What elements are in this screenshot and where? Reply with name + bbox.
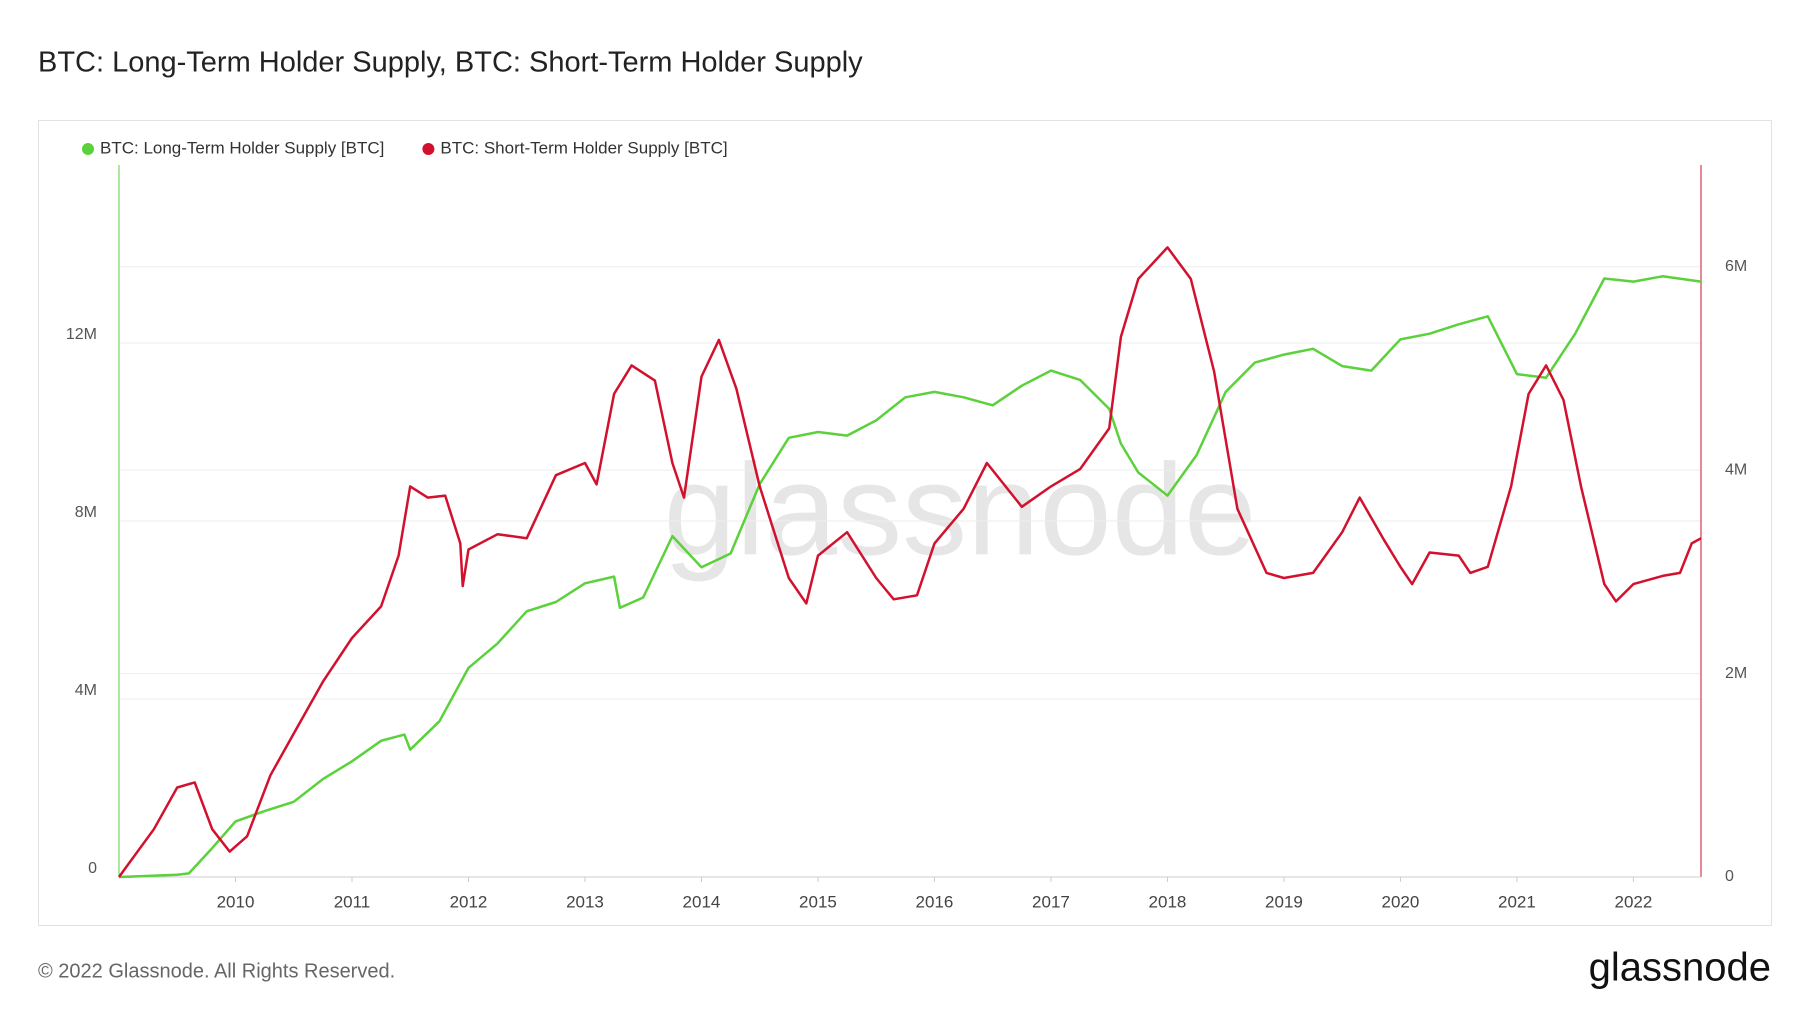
legend-label: BTC: Long-Term Holder Supply [BTC] <box>100 138 384 157</box>
x-tick-label: 2014 <box>683 892 721 911</box>
x-tick-label: 2010 <box>217 892 255 911</box>
y2-tick-label: 2M <box>1725 665 1747 682</box>
x-tick-label: 2012 <box>450 892 488 911</box>
x-tick-label: 2011 <box>334 892 371 911</box>
x-tick-label: 2017 <box>1032 892 1070 911</box>
chart-frame <box>38 120 1772 926</box>
y-tick-label: 4M <box>75 682 97 699</box>
x-tick-label: 2021 <box>1498 892 1536 911</box>
logo: glassnode <box>1589 946 1771 990</box>
copyright: © 2022 Glassnode. All Rights Reserved. <box>38 960 395 982</box>
x-tick-label: 2016 <box>916 892 954 911</box>
page-title: BTC: Long-Term Holder Supply, BTC: Short… <box>38 47 863 79</box>
legend-marker <box>422 143 435 155</box>
series-line <box>117 246 1702 878</box>
plot: 0 4M 8M 12M 0 2M 4M 6M 2010 2011 2012 2013 2014 2015 2… <box>66 138 1747 911</box>
watermark: glassnode <box>664 436 1257 582</box>
y-tick-label: 12M <box>66 326 97 343</box>
x-tick-label: 2013 <box>566 892 604 911</box>
x-tick-label: 2020 <box>1382 892 1420 911</box>
y-tick-label: 0 <box>88 860 97 877</box>
x-tick-label: 2019 <box>1265 892 1303 911</box>
legend-marker <box>82 143 94 155</box>
x-tick-label: 2015 <box>799 892 837 911</box>
y-tick-label: 8M <box>75 504 97 521</box>
y2-tick-label: 6M <box>1725 258 1747 275</box>
y2-tick-label: 4M <box>1725 461 1747 478</box>
y2-tick-label: 0 <box>1725 868 1734 885</box>
series-line <box>118 275 1702 879</box>
x-tick-label: 2018 <box>1149 892 1187 911</box>
x-tick-label: 2022 <box>1615 892 1653 911</box>
legend-label: BTC: Short-Term Holder Supply [BTC] <box>440 138 727 157</box>
